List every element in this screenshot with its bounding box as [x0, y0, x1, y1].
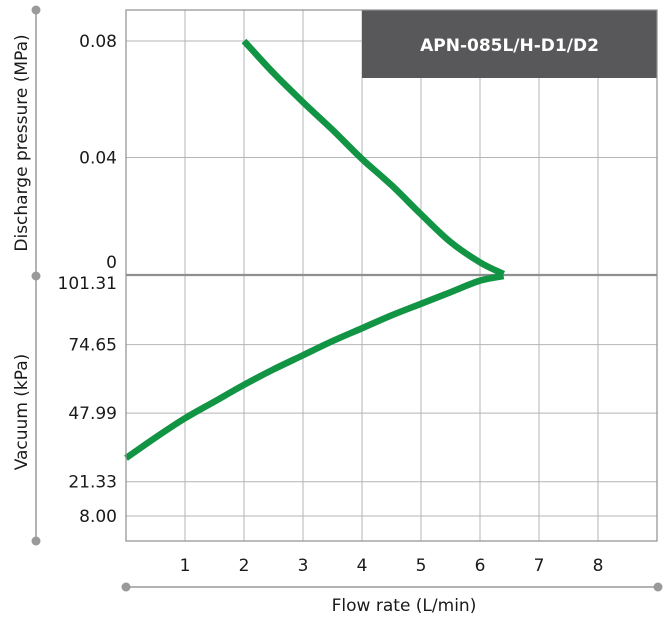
- x-tick-label: 6: [475, 556, 486, 576]
- x-tick-label: 8: [593, 556, 604, 576]
- vacuum-tick-label: 47.99: [68, 404, 117, 424]
- grid-lines: [126, 10, 657, 541]
- axis-brackets: [31, 5, 663, 592]
- plot-frame: [125, 9, 658, 542]
- x-axis-bracket-end-right: [653, 582, 663, 592]
- x-tick-label: 2: [239, 556, 250, 576]
- lower-y-axis-title: Vacuum (kPa): [12, 354, 32, 471]
- x-axis-title: Flow rate (L/min): [332, 596, 477, 616]
- x-axis-bracket-end-left: [121, 582, 131, 592]
- x-tick-label: 4: [357, 556, 368, 576]
- vacuum-tick-label: 101.31: [58, 274, 117, 294]
- title-box: [362, 10, 657, 78]
- lower-axis-bracket-end-bottom: [31, 536, 41, 546]
- pressure-tick-label: 0.08: [79, 32, 117, 52]
- x-tick-label: 1: [180, 556, 191, 576]
- upper-y-axis-title: Discharge pressure (MPa): [12, 34, 32, 251]
- vacuum-tick-label: 8.00: [79, 507, 117, 527]
- vacuum-curve: [124, 272, 505, 461]
- upper-axis-bracket-end-top: [31, 5, 41, 15]
- vacuum-tick-label: 74.65: [68, 336, 117, 356]
- x-tick-label: 5: [416, 556, 427, 576]
- pressure-tick-label: 0.04: [79, 149, 117, 169]
- pressure-tick-label: 0: [106, 253, 117, 273]
- x-tick-label: 7: [534, 556, 545, 576]
- curves: [124, 38, 506, 461]
- x-tick-label: 3: [298, 556, 309, 576]
- pressure-curve: [241, 38, 506, 277]
- vacuum-tick-label: 21.33: [68, 473, 117, 493]
- chart-title: APN-085L/H-D1/D2: [420, 36, 599, 56]
